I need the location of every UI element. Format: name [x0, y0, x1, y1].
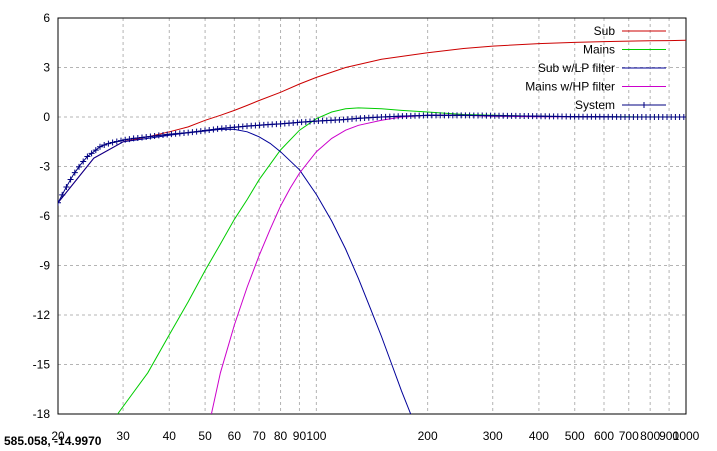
series-marker-4 [80, 158, 87, 165]
x-tick-label: 300 [483, 429, 503, 443]
coordinate-readout: 585.058, -14.9970 [4, 434, 102, 448]
plot-border [57, 17, 687, 415]
series-marker-4 [202, 127, 208, 134]
series-marker-4 [147, 133, 154, 140]
x-tick-label: 500 [565, 429, 585, 443]
series-marker-4 [113, 138, 120, 145]
series-marker-4 [206, 126, 213, 133]
legend-label: System [575, 98, 615, 112]
x-tick-label: 100 [306, 429, 326, 443]
y-tick-label: -15 [33, 358, 51, 372]
y-tick-label: -18 [33, 407, 51, 421]
series-marker-4 [63, 183, 70, 190]
series-marker-4 [67, 176, 74, 183]
series-marker-4 [210, 126, 217, 133]
series-line-3 [210, 114, 686, 414]
y-tick-label: -12 [33, 308, 51, 322]
y-tick-label: 6 [43, 11, 50, 25]
series-marker-4 [92, 147, 99, 154]
series-marker-4 [680, 114, 686, 120]
series-marker-4 [143, 133, 150, 140]
series-marker-4 [197, 128, 204, 135]
series-marker-4 [193, 128, 200, 135]
series-marker-4 [101, 142, 108, 149]
x-tick-label: 900 [659, 429, 679, 443]
x-tick-label: 30 [116, 429, 130, 443]
series-marker-4 [185, 129, 192, 136]
x-tick-label: 1000 [673, 429, 700, 443]
x-tick-label: 40 [163, 429, 177, 443]
legend-label: Mains [583, 43, 615, 57]
series-marker-4 [71, 169, 78, 176]
series-marker-4 [189, 129, 196, 136]
x-tick-label: 20 [51, 429, 65, 443]
x-tick-label: 700 [619, 429, 639, 443]
x-tick-label: 50 [198, 429, 212, 443]
series-marker-4 [126, 136, 133, 143]
series-marker-4 [122, 136, 129, 143]
series-marker-4 [97, 143, 103, 150]
legend-label: Mains w/HP filter [525, 80, 615, 94]
series-line-2 [58, 128, 412, 414]
series-marker-4 [58, 199, 61, 206]
series-line-0 [58, 39, 686, 204]
series-marker-4 [105, 140, 112, 147]
x-tick-label: 400 [529, 429, 549, 443]
y-tick-label: -3 [39, 160, 50, 174]
x-tick-label: 600 [594, 429, 614, 443]
series-line-1 [117, 107, 686, 414]
x-tick-label: 90 [293, 429, 307, 443]
series-marker-4 [118, 137, 124, 144]
y-tick-label: 3 [43, 61, 50, 75]
legend-marker [641, 102, 647, 108]
legend-label: Sub [594, 24, 616, 38]
x-tick-label: 800 [640, 429, 660, 443]
series-marker-4 [109, 139, 116, 146]
series-marker-4 [76, 163, 82, 170]
series-marker-4 [88, 150, 95, 157]
series-line-4 [58, 114, 686, 204]
series-marker-4 [59, 191, 66, 198]
legend-label: Sub w/LP filter [538, 61, 615, 75]
y-tick-label: 0 [43, 110, 50, 124]
y-tick-label: -6 [39, 209, 50, 223]
series-marker-4 [84, 153, 91, 160]
x-tick-label: 200 [418, 429, 438, 443]
y-tick-label: -9 [39, 259, 50, 273]
x-tick-label: 60 [228, 429, 242, 443]
x-tick-label: 80 [274, 429, 288, 443]
series-marker-4 [151, 132, 158, 139]
x-tick-label: 70 [252, 429, 266, 443]
